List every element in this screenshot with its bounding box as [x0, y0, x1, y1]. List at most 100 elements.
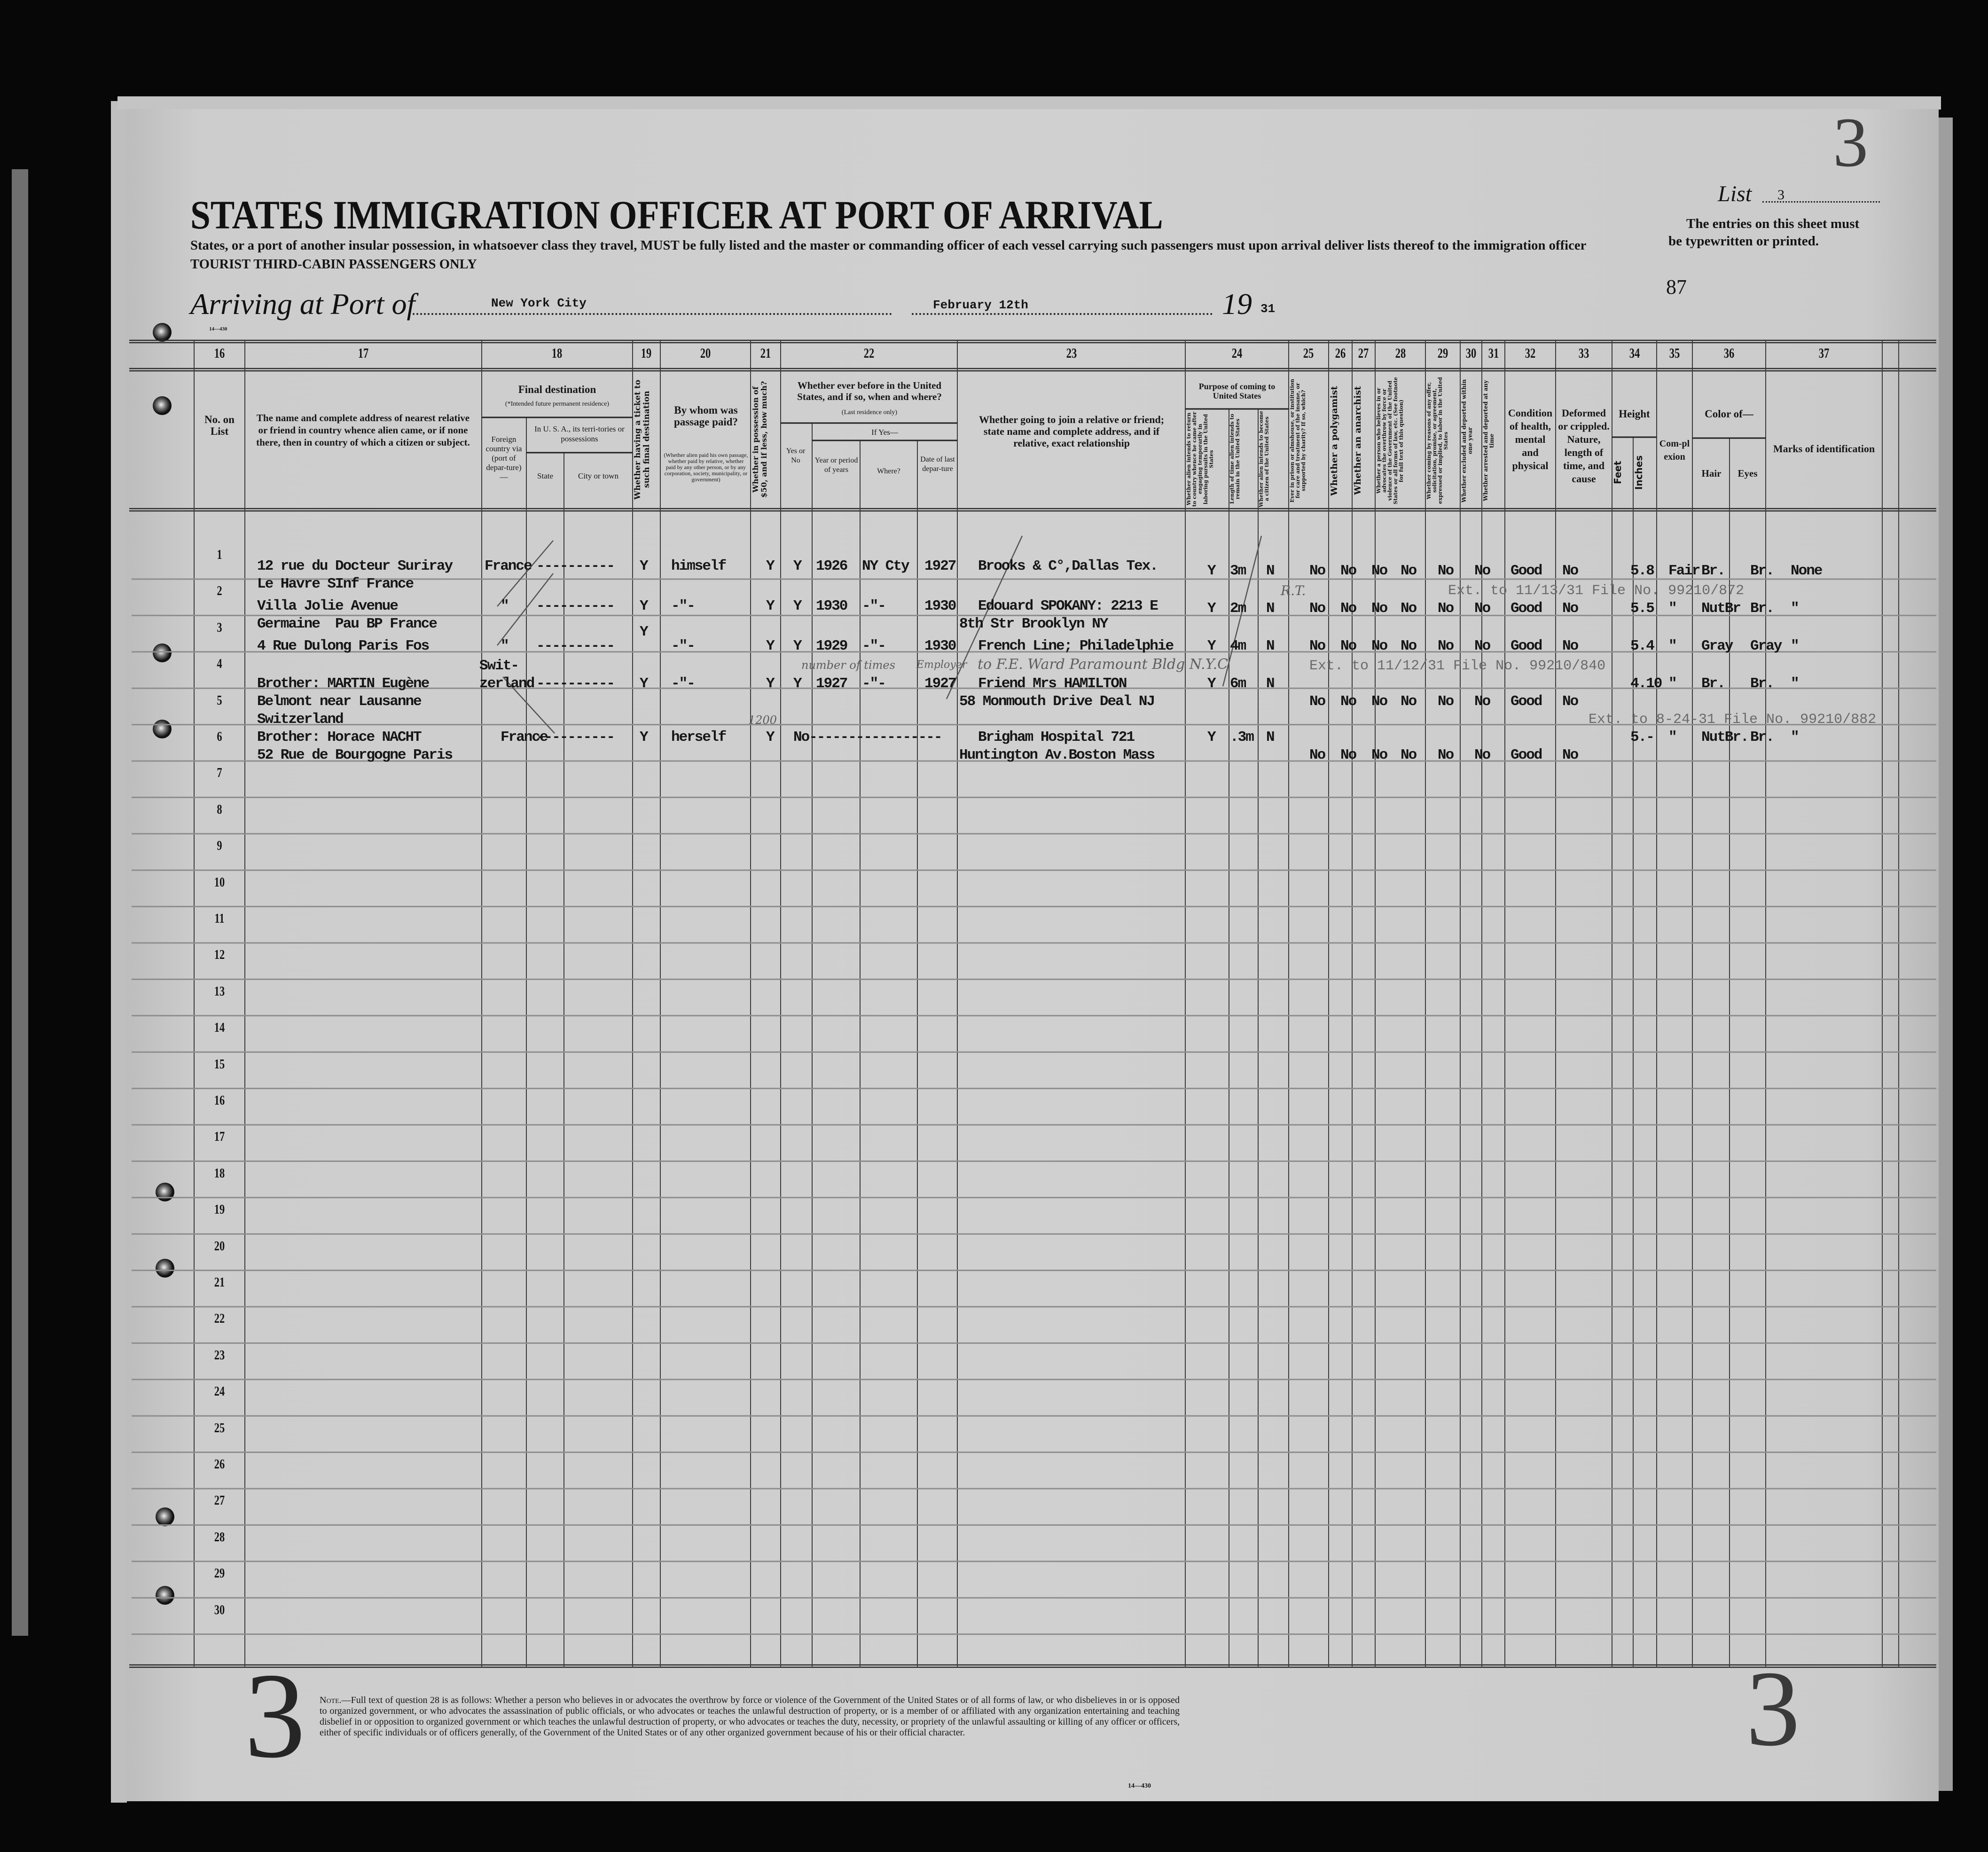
field-c34: 5.4	[1630, 638, 1655, 654]
header-purpose-citizen: Whether alien intends to become a citize…	[1258, 411, 1270, 507]
field-c19: Y	[640, 624, 649, 640]
field-c25: No	[1309, 693, 1326, 710]
relative-address-line: 12 rue du Docteur Suriray	[257, 558, 453, 574]
row-number: 8	[217, 802, 222, 817]
header-city: City or town	[578, 471, 618, 480]
row-number: 2	[217, 584, 222, 599]
field-c35: Fair	[1668, 563, 1700, 579]
field-c29: No	[1438, 693, 1454, 710]
header-join-relative: Whether going to join a relative or frie…	[978, 414, 1165, 449]
port-line	[413, 313, 892, 315]
field-c35: "	[1668, 600, 1677, 617]
pencil-check-mark	[497, 573, 554, 646]
header-ticket: Whether having a ticket to such final de…	[633, 379, 651, 500]
header-nearest-relative: The name and complete address of nearest…	[256, 412, 470, 448]
extension-note-1: Ext. to 11/13/31 File No. 99210/872	[1448, 583, 1745, 599]
field-c33: No	[1562, 600, 1579, 617]
punch-hole	[156, 1259, 174, 1278]
field-c21: Y	[766, 729, 775, 746]
row-number: 23	[214, 1348, 225, 1363]
header-foreign-country: Foreign country via (port of depar-ture)…	[485, 435, 522, 481]
field-c32: Good	[1511, 747, 1542, 763]
adjacent-page-edge	[12, 169, 28, 1636]
header-purpose-length: Length of time alien intends to remain i…	[1229, 414, 1241, 504]
header-ever-before: Whether ever before in the United States…	[797, 380, 942, 402]
foreign-country: "	[501, 598, 509, 614]
field-c21: Y	[766, 598, 775, 614]
field-c26: No	[1340, 600, 1357, 617]
field-c33: No	[1562, 747, 1579, 763]
header-yes-or-no: Yes or No	[786, 447, 806, 464]
header-state: State	[537, 471, 553, 480]
handwritten-ward-address: to F.E. Ward Paramount Bldg N.Y.C	[978, 656, 1229, 673]
join-relative-line: Brigham Hospital 721	[978, 729, 1135, 746]
page-number: 87	[1666, 275, 1687, 298]
header-no-on-list: No. on List	[204, 414, 235, 437]
field-c24-b: 3m	[1230, 563, 1246, 579]
field-c24-b: 6m	[1230, 675, 1246, 692]
field-c18-city: ----------	[536, 558, 615, 574]
instruction-line-1: The entries on this sheet must	[1686, 216, 1860, 231]
punch-hole	[156, 1507, 174, 1526]
row-number: 11	[214, 911, 225, 926]
field-c22-yesno: Y	[793, 598, 802, 614]
arrival-port: New York City	[491, 296, 587, 310]
field-c25: No	[1309, 638, 1326, 654]
header-final-destination: Final destination	[518, 384, 596, 395]
punch-hole	[153, 396, 172, 415]
list-stamp: 3	[1833, 103, 1868, 181]
header-hair: Hair	[1701, 468, 1722, 479]
row-number: 5	[217, 693, 222, 708]
header-last-residence: (Last residence only)	[841, 409, 898, 416]
field-c22-year: 1929	[816, 638, 848, 654]
field-c36-hair: NutBr	[1701, 600, 1741, 617]
pencil-check-mark	[946, 535, 1023, 699]
header-overthrow: Whether a person who believes in or advo…	[1376, 377, 1404, 504]
row-number: 13	[214, 984, 225, 999]
field-c27: No	[1371, 693, 1388, 710]
join-relative-line: 58 Monmouth Drive Deal NJ	[959, 693, 1155, 710]
header-arrested: Whether arrested and deported at any tim…	[1482, 380, 1495, 502]
row-number: 24	[214, 1384, 225, 1399]
header-marks: Marks of identification	[1773, 443, 1875, 455]
field-c22-where: NY Cty	[862, 558, 910, 574]
header-purpose-return: Whether alien intends to return to count…	[1186, 411, 1214, 507]
row-number: 14	[214, 1020, 225, 1036]
form-number-top: 14—430	[209, 326, 227, 332]
form-number-bottom: 14—430	[1128, 1782, 1151, 1789]
field-c36-hair: NutBr.	[1701, 729, 1749, 746]
row-number: 4	[217, 657, 222, 672]
header-anarchist: Whether an anarchist	[1353, 386, 1363, 495]
field-c30: No	[1474, 638, 1491, 654]
join-relative-line: 8th Str Brooklyn NY	[959, 616, 1108, 632]
column-number-25: 25	[1303, 345, 1314, 361]
year-suffix: 31	[1260, 302, 1276, 316]
relative-address-line: Belmont near Lausanne	[257, 693, 422, 710]
field-c28: No	[1401, 563, 1417, 579]
row-number: 17	[214, 1130, 225, 1145]
field-c36-eyes: Br.	[1750, 675, 1775, 692]
header-where: Where?	[877, 467, 900, 475]
header-passage-paid: By whom was passage paid?	[673, 404, 738, 428]
row-number: 6	[217, 730, 222, 744]
field-c34: 5.8	[1630, 563, 1655, 579]
page-stack-edge-right	[1939, 118, 1953, 1791]
field-c20: -"-	[671, 638, 696, 654]
field-c26: No	[1340, 563, 1357, 579]
handwritten-employer: Employer	[916, 659, 967, 671]
column-number-34: 34	[1629, 345, 1640, 361]
footnote-question-28: Note.—Full text of question 28 is as fol…	[320, 1695, 1180, 1738]
column-number-19: 19	[641, 345, 652, 361]
field-c34: 5.-	[1630, 729, 1655, 746]
field-c22-where: -"-	[862, 598, 886, 614]
pencil-check-mark	[502, 676, 555, 734]
field-c28: No	[1401, 600, 1417, 617]
row-number: 12	[214, 948, 225, 963]
field-c35: "	[1668, 729, 1677, 746]
field-c20: herself	[671, 729, 727, 746]
header-feet: Feet	[1612, 461, 1623, 484]
handwritten-number-of-times: number of times	[801, 659, 895, 672]
field-c22-where: -"-	[862, 675, 886, 692]
header-polygamist: Whether a polygamist	[1329, 385, 1339, 496]
foreign-country: France	[501, 729, 548, 746]
